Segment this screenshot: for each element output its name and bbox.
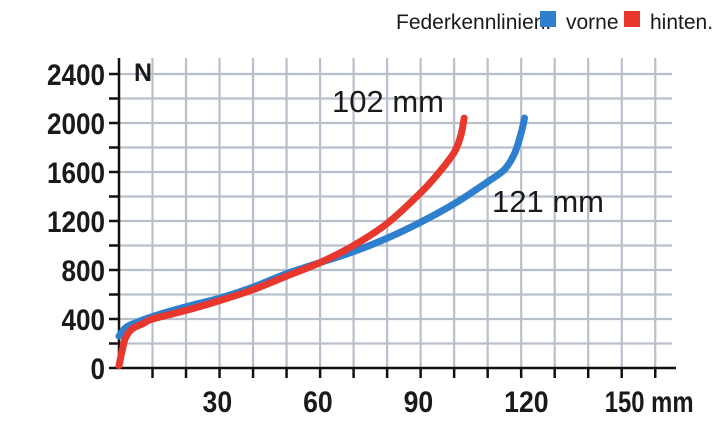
grid <box>119 58 672 368</box>
y-tick-label: 2400 <box>47 59 105 92</box>
legend-swatch-vorne <box>540 11 556 27</box>
travel-annotation-hinten: 102 mm <box>332 84 444 119</box>
x-tick-label: 150 mm <box>605 386 694 419</box>
series-line-vorne <box>115 114 528 340</box>
travel-annotation-vorne: 121 mm <box>492 184 604 219</box>
y-tick-label: 400 <box>62 304 106 337</box>
legend: Federkennlinien: vorne hinten. <box>396 11 712 34</box>
y-tick-label: 800 <box>62 255 106 288</box>
legend-title: Federkennlinien: <box>396 11 551 34</box>
y-tick-label: 2000 <box>47 108 105 141</box>
y-tick-label: 0 <box>91 353 106 386</box>
x-tick-label: 120 <box>504 386 548 419</box>
series-line-hinten <box>115 114 468 370</box>
legend-swatch-hinten <box>624 11 640 27</box>
tick-labels: 0 400 800 1200 1600 2000 2400 30 60 90 120 150 mm <box>47 59 694 419</box>
x-tick-label: 90 <box>404 386 434 419</box>
y-tick-label: 1600 <box>47 157 105 190</box>
y-tick-label: 1200 <box>47 206 105 239</box>
x-tick-label: 30 <box>203 386 233 419</box>
y-axis-unit-label: N <box>134 59 152 87</box>
legend-label-vorne: vorne <box>566 11 619 34</box>
legend-label-hinten: hinten. <box>650 11 712 34</box>
x-tick-label: 60 <box>303 386 333 419</box>
series <box>115 114 528 370</box>
